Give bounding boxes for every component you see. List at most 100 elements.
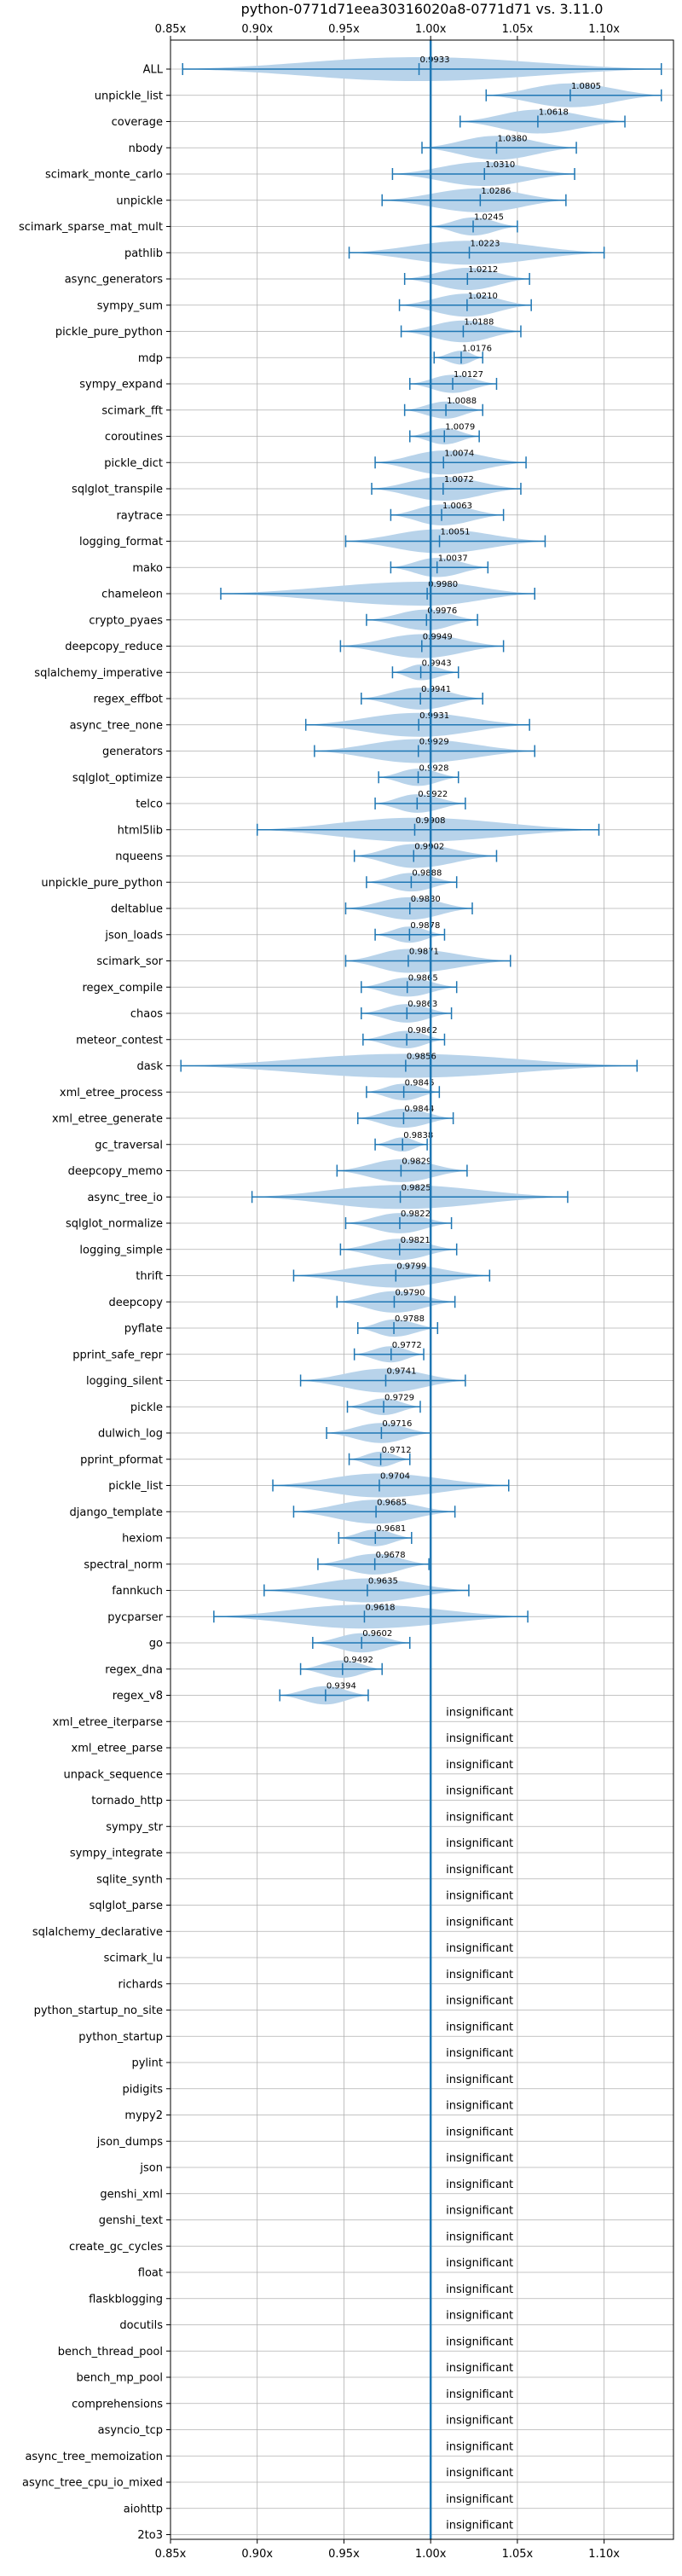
insignificant-label: insignificant [446, 2074, 513, 2086]
row-label: sympy_str [106, 1821, 163, 1834]
chart-title: python-0771d71eea30316020a8-0771d71 vs. … [241, 1, 604, 17]
value-label: 0.9492 [344, 1656, 373, 1665]
row-label: python_startup_no_site [34, 2005, 163, 2017]
row-label: genshi_xml [100, 2188, 163, 2201]
value-label: 1.0210 [468, 292, 498, 301]
row-label: sympy_expand [79, 379, 163, 392]
value-label: 0.9922 [418, 790, 448, 799]
row-label: pickle_dict [104, 457, 163, 470]
value-label: 0.9685 [377, 1498, 407, 1507]
row-label: unpack_sequence [63, 1768, 163, 1781]
insignificant-label: insignificant [446, 2335, 513, 2348]
insignificant-label: insignificant [446, 2231, 513, 2243]
row-label: scimark_monte_carlo [45, 169, 163, 182]
insignificant-label: insignificant [446, 1942, 513, 1955]
row-label: sqlglot_parse [90, 1900, 163, 1912]
value-label: 0.9929 [419, 738, 449, 747]
row-label: scimark_sor [96, 955, 163, 968]
value-label: 0.9933 [420, 55, 450, 65]
value-label: 0.9865 [408, 973, 438, 983]
insignificant-label: insignificant [446, 1785, 513, 1798]
insignificant-label: insignificant [446, 2440, 513, 2453]
row-label: sympy_sum [97, 299, 163, 312]
row-label: bench_thread_pool [58, 2346, 163, 2358]
row-label: pickle_list [108, 1480, 163, 1493]
plot-frame [170, 39, 674, 2540]
value-label: 0.9712 [382, 1446, 412, 1455]
value-label: 1.0051 [441, 528, 471, 537]
row-label: deepcopy_reduce [65, 641, 163, 653]
value-label: 0.9878 [410, 921, 440, 931]
row-label: dulwich_log [98, 1428, 163, 1441]
row-label: chaos [130, 1008, 163, 1021]
row-label: json_dumps [96, 2136, 163, 2149]
row-label: pidigits [123, 2083, 164, 2096]
row-label: pprint_pformat [80, 1453, 163, 1466]
value-label: 1.0618 [539, 108, 569, 118]
insignificant-label: insignificant [446, 2205, 513, 2218]
value-label: 1.0176 [462, 344, 492, 353]
row-label: python_startup [78, 2031, 163, 2044]
row-label: float [138, 2267, 163, 2280]
row-label: coroutines [105, 431, 163, 444]
row-label: sqlglot_transpile [72, 484, 163, 496]
insignificant-label: insignificant [446, 2126, 513, 2138]
row-label: go [149, 1638, 163, 1651]
insignificant-label: insignificant [446, 2100, 513, 2113]
insignificant-label: insignificant [446, 1706, 513, 1719]
row-label: deepcopy [108, 1297, 163, 1309]
row-label: nqueens [115, 850, 163, 863]
value-label: 1.0286 [481, 187, 511, 196]
insignificant-label: insignificant [446, 2415, 513, 2428]
insignificant-label: insignificant [446, 1759, 513, 1772]
value-label: 1.0063 [442, 502, 472, 511]
row-label: sqlite_synth [96, 1873, 163, 1886]
row-label: coverage [112, 116, 163, 129]
row-label: genshi_text [99, 2214, 163, 2227]
value-label: 0.9844 [404, 1105, 434, 1114]
insignificant-label: insignificant [446, 2257, 513, 2270]
insignificant-label: insignificant [446, 1890, 513, 1903]
value-label: 0.9618 [365, 1603, 395, 1612]
row-label: mypy2 [124, 2109, 163, 2122]
row-label: mdp [138, 352, 163, 365]
value-label: 0.9822 [401, 1210, 431, 1219]
value-label: 1.0310 [485, 160, 515, 170]
insignificant-label: insignificant [446, 2467, 513, 2480]
x-tick-label-bottom: 0.95x [328, 2548, 360, 2561]
value-label: 0.9788 [395, 1314, 425, 1324]
row-label: regex_effbot [93, 693, 163, 706]
x-tick-label-top: 0.95x [328, 23, 360, 36]
row-label: pyflate [124, 1323, 163, 1336]
x-tick-label-bottom: 1.05x [502, 2548, 534, 2561]
row-label: logging_simple [79, 1244, 163, 1256]
row-label: mako [132, 562, 163, 575]
x-tick-label-bottom: 0.90x [241, 2548, 273, 2561]
insignificant-label: insignificant [446, 2021, 513, 2034]
row-label: create_gc_cycles [69, 2241, 163, 2254]
value-label: 0.9716 [382, 1419, 412, 1429]
value-label: 0.9678 [376, 1551, 406, 1560]
row-label: sqlalchemy_imperative [34, 667, 163, 680]
value-label: 0.9602 [362, 1629, 392, 1639]
row-label: unpickle_pure_python [41, 877, 163, 890]
row-label: async_generators [65, 274, 164, 287]
row-label: scimark_fft [101, 404, 163, 417]
row-label: regex_dna [105, 1663, 163, 1676]
insignificant-label: insignificant [446, 1732, 513, 1745]
value-label: 1.0380 [497, 134, 527, 143]
x-tick-label-bottom: 1.10x [588, 2548, 620, 2561]
row-label: async_tree_memoization [25, 2451, 163, 2463]
row-label: unpickle [116, 194, 163, 207]
row-label: telco [136, 798, 163, 811]
value-label: 0.9829 [402, 1157, 431, 1167]
insignificant-label: insignificant [446, 2047, 513, 2060]
value-label: 0.9949 [423, 633, 453, 642]
insignificant-label: insignificant [446, 1916, 513, 1929]
value-label: 0.9863 [407, 1000, 437, 1009]
value-label: 0.9821 [401, 1236, 431, 1245]
row-label: unpickle_list [95, 90, 163, 102]
insignificant-label: insignificant [446, 1995, 513, 2008]
row-label: sqlglot_normalize [66, 1218, 163, 1231]
